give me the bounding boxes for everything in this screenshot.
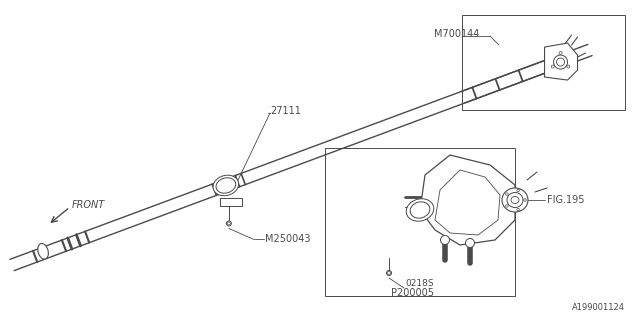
Ellipse shape: [223, 183, 229, 188]
Polygon shape: [545, 43, 577, 80]
Ellipse shape: [559, 52, 562, 54]
Text: 0218S: 0218S: [405, 278, 434, 287]
Ellipse shape: [567, 65, 570, 68]
Ellipse shape: [465, 238, 474, 247]
Ellipse shape: [413, 205, 426, 215]
Ellipse shape: [517, 189, 519, 192]
Ellipse shape: [406, 199, 434, 221]
Text: A199001124: A199001124: [572, 303, 625, 312]
Ellipse shape: [502, 188, 528, 212]
Ellipse shape: [410, 202, 430, 218]
Ellipse shape: [517, 208, 519, 211]
Ellipse shape: [227, 222, 230, 225]
Ellipse shape: [416, 207, 424, 213]
Ellipse shape: [507, 193, 523, 207]
Ellipse shape: [511, 196, 519, 204]
Ellipse shape: [38, 244, 49, 259]
Bar: [325, 148, 515, 296]
Ellipse shape: [213, 175, 239, 196]
Ellipse shape: [557, 58, 564, 66]
Ellipse shape: [551, 65, 554, 68]
Ellipse shape: [524, 199, 526, 201]
Text: 27111: 27111: [270, 106, 301, 116]
Bar: [462, 15, 625, 110]
Text: P200005: P200005: [391, 288, 434, 298]
Polygon shape: [220, 198, 242, 206]
Ellipse shape: [506, 204, 508, 207]
Polygon shape: [420, 155, 515, 245]
Ellipse shape: [387, 271, 390, 275]
Ellipse shape: [387, 270, 392, 276]
Ellipse shape: [220, 180, 232, 191]
Text: FIG.195: FIG.195: [547, 195, 584, 205]
Ellipse shape: [554, 55, 568, 69]
Text: FRONT: FRONT: [72, 200, 105, 210]
Text: M250043: M250043: [265, 235, 310, 244]
Ellipse shape: [440, 236, 449, 244]
Text: M700144: M700144: [434, 29, 479, 39]
Ellipse shape: [216, 178, 236, 193]
Ellipse shape: [227, 221, 232, 226]
Ellipse shape: [506, 193, 508, 196]
